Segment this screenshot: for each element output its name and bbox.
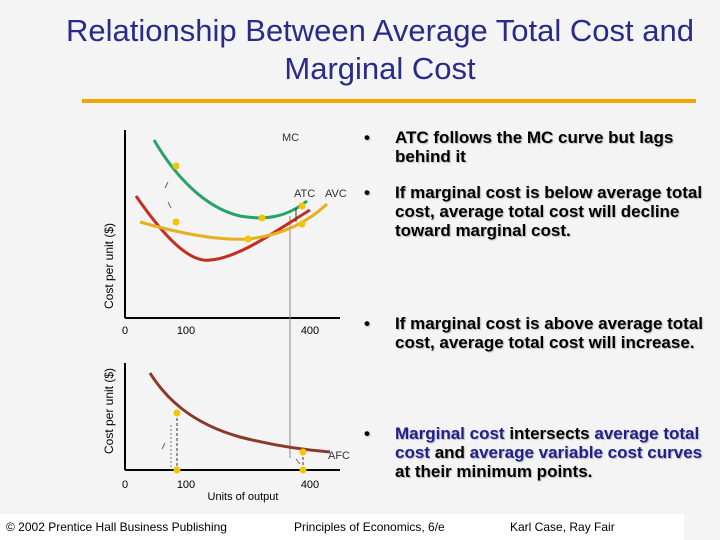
afc-point-100 <box>173 409 181 417</box>
afc-base-point-400 <box>299 466 307 474</box>
afc-base-point-100 <box>173 466 181 474</box>
bottom-tick-400: 400 <box>301 479 319 491</box>
bullet-2: • If marginal cost is below average tota… <box>364 183 704 240</box>
gap-marker-100 <box>164 181 172 209</box>
bullet-4: • Marginal cost intersects average total… <box>364 424 704 481</box>
title-underline <box>82 99 696 103</box>
bottom-afc-graph: AFC Cost per unit ($) 0 100 400 Units of… <box>102 363 350 503</box>
bullet-text: Marginal cost intersects average total c… <box>395 424 704 481</box>
mc-curve <box>152 139 308 220</box>
bottom-origin-label: 0 <box>122 479 128 491</box>
afc-gap-marker <box>161 442 301 465</box>
top-tick-100: 100 <box>177 325 195 337</box>
atc-curve <box>139 202 329 241</box>
bullet-marker: • <box>364 128 370 147</box>
bullet-plain: at their minimum points. <box>395 462 593 481</box>
bullet-text: If marginal cost is below average total … <box>395 183 703 240</box>
atc-point-400 <box>298 220 306 228</box>
top-y-axis-label: Cost per unit ($) <box>102 223 116 309</box>
atc-point-100 <box>172 218 180 226</box>
afc-curve-label: AFC <box>328 450 350 462</box>
bottom-tick-100: 100 <box>177 479 195 491</box>
mc-point-100 <box>172 162 180 170</box>
bullet-1: • ATC follows the MC curve but lags behi… <box>364 128 704 166</box>
top-tick-400: 400 <box>301 325 319 337</box>
bottom-y-axis-label: Cost per unit ($) <box>102 368 116 454</box>
bullet-marker: • <box>364 314 370 333</box>
bottom-x-axis-label: Units of output <box>208 491 279 503</box>
bullet-text: ATC follows the MC curve but lags behind… <box>395 128 674 166</box>
bullet-plain: and <box>429 443 470 462</box>
mc-atc-min-point <box>258 214 266 222</box>
bullet-text: If marginal cost is above average total … <box>395 314 704 352</box>
bullet-3: • If marginal cost is above average tota… <box>364 314 704 352</box>
bullet-highlight: Marginal cost <box>395 424 505 443</box>
afc-point-400 <box>299 448 307 456</box>
bullet-marker: • <box>364 183 370 202</box>
bullet-plain: intersects <box>504 424 595 443</box>
bullet-marker: • <box>364 424 370 443</box>
top-cost-graph: MC ATC AVC Cost per unit ($) 0 100 400 <box>102 130 347 458</box>
avc-curve-label: AVC <box>325 188 347 200</box>
footer: © 2002 Prentice Hall Business Publishing… <box>0 514 684 540</box>
bullet-highlight: average variable cost curves <box>469 443 703 462</box>
mc-point-400 <box>298 202 306 210</box>
mc-curve-label: MC <box>282 132 299 144</box>
atc-curve-label: ATC <box>294 188 315 200</box>
bullet-highlight: average total cost <box>395 424 700 462</box>
footer-copyright: © 2002 Prentice Hall Business Publishing <box>6 520 227 534</box>
top-origin-label: 0 <box>122 325 128 337</box>
footer-authors: Karl Case, Ray Fair <box>510 520 615 534</box>
mc-avc-min-point <box>244 235 252 243</box>
page-title: Relationship Between Average Total Cost … <box>66 13 694 86</box>
footer-book-title: Principles of Economics, 6/e <box>294 520 445 534</box>
